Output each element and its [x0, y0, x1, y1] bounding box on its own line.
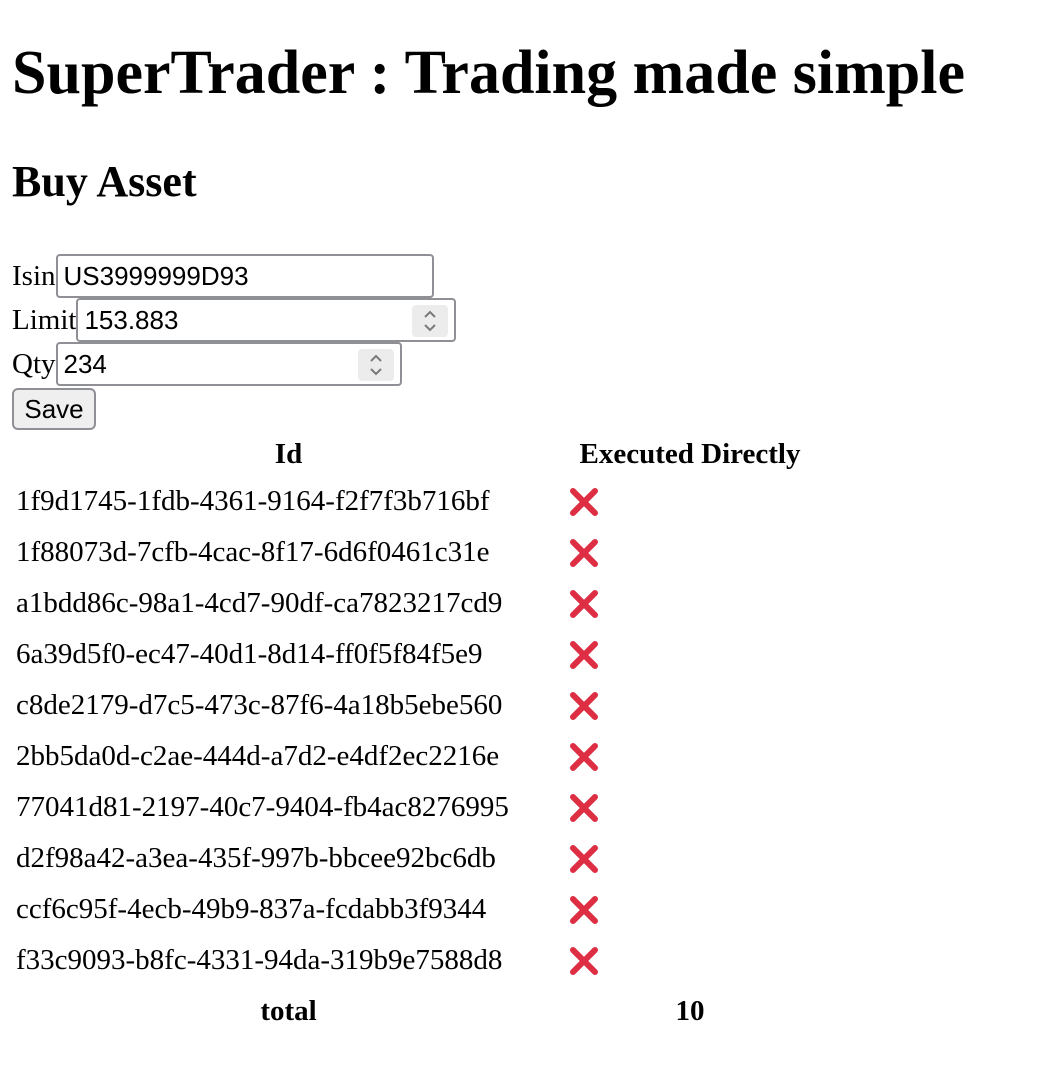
table-row: d2f98a42-a3ea-435f-997b-bbcee92bc6db — [14, 833, 813, 884]
buy-asset-heading: Buy Asset — [12, 157, 197, 206]
order-id-cell: 6a39d5f0-ec47-40d1-8d14-ff0f5f84f5e9 — [16, 638, 483, 670]
page-title: SuperTrader : Trading made simple — [12, 39, 966, 107]
orders-table: Id Executed Directly 1f9d1745-1fdb-4361-… — [10, 432, 817, 1036]
limit-input[interactable] — [84, 304, 455, 336]
qty-input[interactable] — [63, 348, 400, 380]
executed-directly-cell — [567, 935, 813, 986]
cross-mark-icon — [567, 842, 601, 876]
order-id-cell: f33c9093-b8fc-4331-94da-319b9e7588d8 — [16, 944, 503, 976]
table-row: 1f9d1745-1fdb-4361-9164-f2f7f3b716bf — [14, 476, 813, 527]
executed-directly-cell — [567, 629, 813, 680]
table-row: 1f88073d-7cfb-4cac-8f17-6d6f0461c31e — [14, 527, 813, 578]
table-row: f33c9093-b8fc-4331-94da-319b9e7588d8 — [14, 935, 813, 986]
order-id-cell: c8de2179-d7c5-473c-87f6-4a18b5ebe560 — [16, 689, 503, 721]
order-id-cell: 2bb5da0d-c2ae-444d-a7d2-e4df2ec2216e — [16, 740, 500, 772]
orders-table-body: 1f9d1745-1fdb-4361-9164-f2f7f3b716bf 1f88… — [14, 476, 813, 986]
table-row: ccf6c95f-4ecb-49b9-837a-fcdabb3f9344 — [14, 884, 813, 935]
table-row: c8de2179-d7c5-473c-87f6-4a18b5ebe560 — [14, 680, 813, 731]
executed-directly-cell — [567, 782, 813, 833]
order-id-cell: 1f88073d-7cfb-4cac-8f17-6d6f0461c31e — [16, 536, 490, 568]
isin-input[interactable] — [63, 260, 432, 292]
table-row: 2bb5da0d-c2ae-444d-a7d2-e4df2ec2216e — [14, 731, 813, 782]
stepper-arrows-icon — [369, 354, 382, 376]
table-row: a1bdd86c-98a1-4cd7-90df-ca7823217cd9 — [14, 578, 813, 629]
cross-mark-icon — [567, 587, 601, 621]
order-id-cell: a1bdd86c-98a1-4cd7-90df-ca7823217cd9 — [16, 587, 503, 619]
limit-label: Limit — [12, 304, 77, 336]
table-row: 77041d81-2197-40c7-9404-fb4ac8276995 — [14, 782, 813, 833]
qty-label: Qty — [12, 348, 56, 380]
qty-row: Qty — [12, 342, 456, 386]
cross-mark-icon — [567, 944, 601, 978]
executed-directly-cell — [567, 884, 813, 935]
cross-mark-icon — [567, 740, 601, 774]
order-id-cell: d2f98a42-a3ea-435f-997b-bbcee92bc6db — [16, 842, 496, 874]
cross-mark-icon — [567, 689, 601, 723]
total-value: 10 — [675, 994, 705, 1027]
isin-field-box — [55, 254, 434, 298]
executed-directly-cell — [567, 527, 813, 578]
column-header-executed-directly: Executed Directly — [579, 437, 801, 470]
column-header-id: Id — [274, 437, 303, 470]
executed-directly-cell — [567, 680, 813, 731]
isin-row: Isin — [12, 254, 456, 298]
order-id-cell: 1f9d1745-1fdb-4361-9164-f2f7f3b716bf — [16, 485, 490, 517]
total-label: total — [260, 994, 317, 1027]
limit-field-box — [76, 298, 457, 342]
cross-mark-icon — [567, 893, 601, 927]
table-header-row: Id Executed Directly — [14, 432, 813, 476]
cross-mark-icon — [567, 791, 601, 825]
save-button[interactable]: Save — [12, 388, 96, 430]
order-id-cell: 77041d81-2197-40c7-9404-fb4ac8276995 — [16, 791, 509, 823]
cross-mark-icon — [567, 536, 601, 570]
qty-stepper[interactable] — [357, 349, 394, 381]
buy-asset-form: Isin Limit Qty — [12, 254, 457, 430]
limit-row: Limit — [12, 298, 457, 342]
qty-field-box — [55, 342, 402, 386]
stepper-arrows-icon — [424, 310, 437, 332]
cross-mark-icon — [567, 638, 601, 672]
limit-stepper[interactable] — [412, 305, 449, 337]
executed-directly-cell — [567, 476, 813, 527]
executed-directly-cell — [567, 578, 813, 629]
table-total-row: total 10 — [14, 986, 813, 1036]
executed-directly-cell — [567, 731, 813, 782]
executed-directly-cell — [567, 833, 813, 884]
cross-mark-icon — [567, 485, 601, 519]
isin-label: Isin — [12, 260, 56, 292]
order-id-cell: ccf6c95f-4ecb-49b9-837a-fcdabb3f9344 — [16, 893, 487, 925]
table-row: 6a39d5f0-ec47-40d1-8d14-ff0f5f84f5e9 — [14, 629, 813, 680]
